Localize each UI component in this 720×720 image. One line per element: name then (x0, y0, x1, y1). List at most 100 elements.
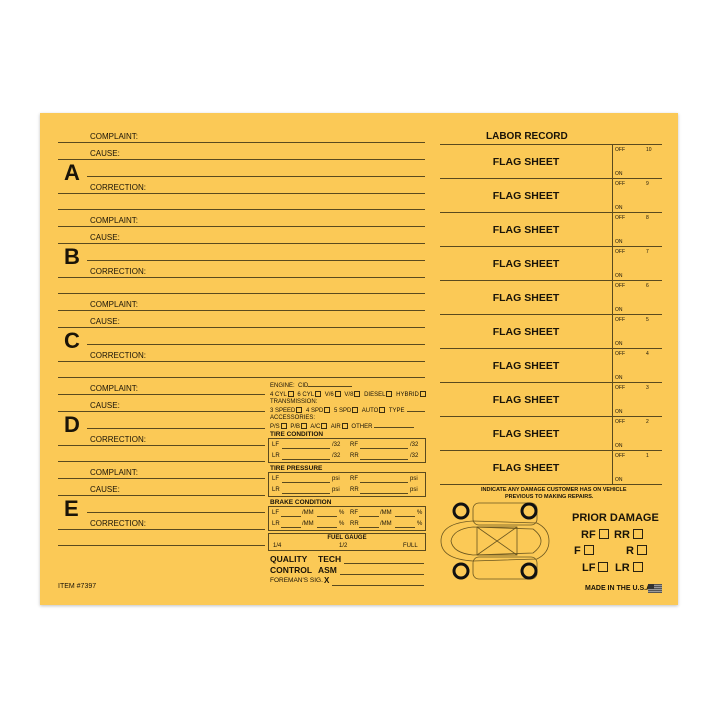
lr-field[interactable] (281, 527, 301, 528)
cid-label: CID (298, 383, 309, 389)
unit-label: psi (332, 476, 340, 482)
tire-condition-title: TIRE CONDITION (270, 431, 324, 438)
flag-sheet-label: FLAG SHEET (492, 292, 560, 304)
complaint-field[interactable] (58, 310, 425, 311)
damage-r-checkbox[interactable] (636, 545, 647, 555)
lr-field[interactable] (282, 493, 330, 494)
complaint-field[interactable] (58, 478, 265, 479)
flag-sheet-row[interactable]: FLAG SHEET OFF ON 5 (440, 314, 662, 349)
flag-sheet-row[interactable]: FLAG SHEET OFF ON 8 (440, 212, 662, 247)
option-checkbox[interactable] (386, 391, 393, 397)
flag-sheet-row[interactable]: FLAG SHEET OFF ON 4 (440, 348, 662, 383)
damage-rr[interactable]: RR (614, 529, 643, 541)
damage-rf[interactable]: RF (581, 529, 609, 541)
correction-field-2[interactable] (58, 545, 265, 546)
flag-sheet-row[interactable]: FLAG SHEET OFF ON 10 (440, 144, 662, 179)
lf-field[interactable] (282, 482, 330, 483)
rr-field[interactable] (360, 493, 408, 494)
correction-field[interactable] (58, 445, 265, 446)
cid-field[interactable] (308, 386, 353, 387)
row-divider (612, 383, 613, 417)
flag-sheet-row[interactable]: FLAG SHEET OFF ON 7 (440, 246, 662, 281)
pct-label: % (339, 510, 345, 516)
damage-lf[interactable]: LF (582, 562, 609, 574)
rf-field[interactable] (360, 448, 408, 449)
option-checkbox[interactable] (296, 407, 303, 413)
lf-field[interactable] (281, 516, 301, 517)
off-label: OFF (615, 147, 625, 153)
option-field[interactable] (406, 411, 425, 412)
cause-field-2[interactable] (87, 512, 265, 513)
option-checkbox[interactable] (287, 391, 294, 397)
section-letter: D (64, 412, 80, 437)
option-checkbox[interactable] (341, 423, 348, 429)
option-checkbox[interactable] (352, 407, 359, 413)
damage-rf-checkbox[interactable] (598, 529, 609, 539)
lr-field[interactable] (282, 459, 330, 460)
lf-pct-field[interactable] (317, 516, 337, 517)
complaint-field[interactable] (58, 394, 265, 395)
flag-sheet-label: FLAG SHEET (492, 156, 560, 168)
cause-field-2[interactable] (87, 260, 425, 261)
damage-lf-checkbox[interactable] (598, 562, 609, 572)
damage-f[interactable]: F (574, 545, 594, 557)
option-checkbox[interactable] (324, 407, 331, 413)
option-checkbox[interactable] (315, 391, 322, 397)
option-checkbox[interactable] (354, 391, 361, 397)
cause-field[interactable] (58, 327, 425, 328)
rr-field[interactable] (360, 459, 408, 460)
asm-field[interactable] (340, 574, 424, 575)
flag-sheet-row[interactable]: FLAG SHEET OFF ON 6 (440, 280, 662, 315)
lr-pct-field[interactable] (317, 527, 337, 528)
damage-lr[interactable]: LR (615, 562, 643, 574)
rf-pct-field[interactable] (395, 516, 415, 517)
complaint-field[interactable] (58, 142, 425, 143)
flag-sheet-row[interactable]: FLAG SHEET OFF ON 1 (440, 450, 662, 485)
correction-label: CORRECTION: (90, 435, 146, 444)
cause-field[interactable] (58, 495, 265, 496)
flag-sheet-row[interactable]: FLAG SHEET OFF ON 3 (440, 382, 662, 417)
damage-f-checkbox[interactable] (583, 545, 594, 555)
correction-field-2[interactable] (58, 293, 425, 294)
correction-field[interactable] (58, 277, 425, 278)
off-label: OFF (615, 453, 625, 459)
damage-note-2: PREVIOUS TO MAKING REPAIRS. (505, 494, 594, 500)
option-field[interactable] (374, 427, 415, 428)
vehicle-info-block: ENGINE: CID 4 CYL 6 CYL V/6 V/8 DIESEL H… (268, 381, 428, 586)
lf-field[interactable] (282, 448, 330, 449)
unit-label: /32 (332, 453, 341, 459)
option-checkbox[interactable] (280, 423, 287, 429)
rr-pct-field[interactable] (395, 527, 415, 528)
damage-rr-checkbox[interactable] (632, 529, 643, 539)
damage-r[interactable]: R (626, 545, 647, 557)
correction-field-2[interactable] (58, 461, 265, 462)
cause-field[interactable] (58, 159, 425, 160)
fuel-gauge-box[interactable]: FUEL GAUGE 1/4 1/2 FULL (268, 533, 426, 551)
correction-field[interactable] (58, 361, 425, 362)
correction-field[interactable] (58, 529, 265, 530)
cause-field[interactable] (58, 243, 425, 244)
cause-field-2[interactable] (87, 176, 425, 177)
correction-field-2[interactable] (58, 209, 425, 210)
option-checkbox[interactable] (301, 423, 308, 429)
damage-lr-checkbox[interactable] (632, 562, 643, 572)
damage-f-label: F (574, 545, 581, 557)
cause-field[interactable] (58, 411, 265, 412)
option-checkbox[interactable] (334, 391, 341, 397)
rf-field[interactable] (360, 482, 408, 483)
rr-field[interactable] (359, 527, 379, 528)
correction-field[interactable] (58, 193, 425, 194)
tech-field[interactable] (344, 563, 424, 564)
complaint-field[interactable] (58, 226, 425, 227)
item-number: ITEM #7397 (58, 583, 97, 590)
foreman-signature-field[interactable] (332, 585, 424, 586)
option-checkbox[interactable] (321, 423, 328, 429)
cause-field-2[interactable] (87, 344, 425, 345)
flag-sheet-row[interactable]: FLAG SHEET OFF ON 2 (440, 416, 662, 451)
option-checkbox[interactable] (379, 407, 386, 413)
correction-field-2[interactable] (58, 377, 425, 378)
option-checkbox[interactable] (419, 391, 426, 397)
rf-field[interactable] (359, 516, 379, 517)
cause-field-2[interactable] (87, 428, 265, 429)
flag-sheet-row[interactable]: FLAG SHEET OFF ON 9 (440, 178, 662, 213)
